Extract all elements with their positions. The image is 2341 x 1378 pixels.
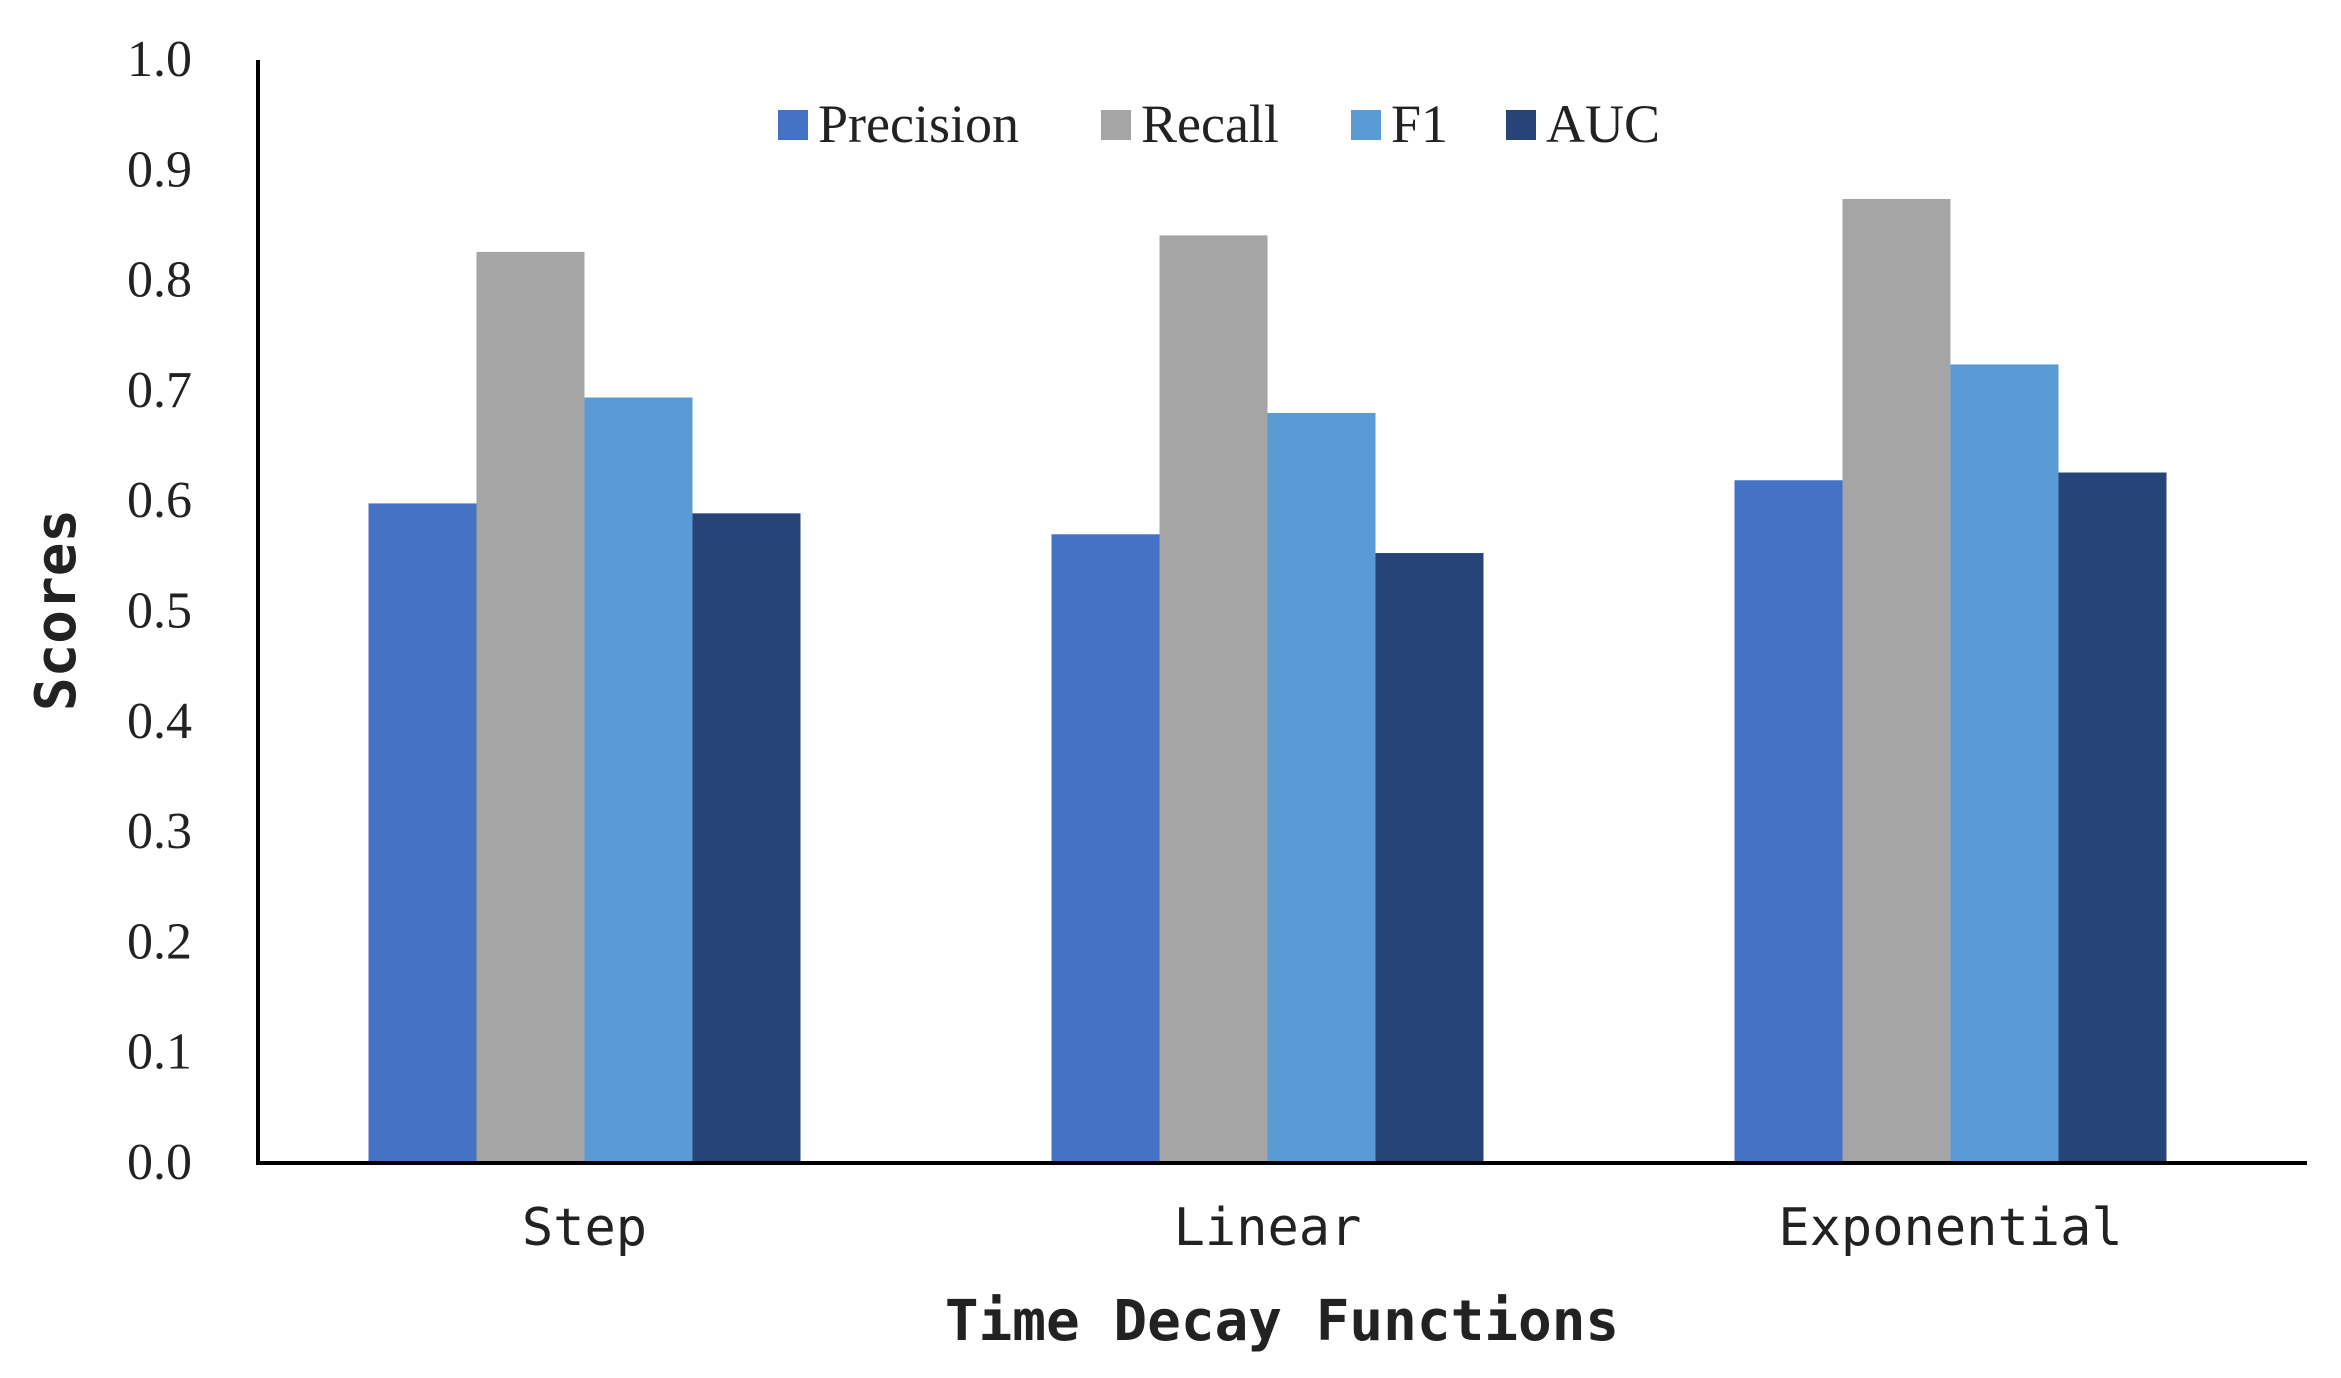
bar-recall-linear [1159, 235, 1268, 1163]
y-tick-label: 1.0 [127, 31, 192, 88]
bar-f1-linear [1267, 412, 1376, 1164]
legend-swatch-auc [1506, 110, 1536, 140]
legend-swatch-recall [1101, 110, 1131, 140]
bar-auc-step [692, 513, 801, 1163]
bar-recall-exponential [1842, 198, 1951, 1163]
bar-recall-step [476, 251, 585, 1163]
bar-series-group [368, 198, 2167, 1164]
y-tick-label: 0.7 [127, 362, 192, 419]
bar-f1-exponential [1950, 364, 2059, 1164]
y-tick-label: 0.9 [127, 141, 192, 198]
bar-precision-step [368, 503, 477, 1163]
legend: Precision Recall F1 AUC [778, 94, 1660, 154]
legend-label-f1: F1 [1391, 94, 1448, 154]
legend-label-auc: AUC [1546, 94, 1660, 154]
y-tick-label: 0.6 [127, 472, 192, 529]
y-tick-label: 0.8 [127, 252, 192, 309]
bar-precision-exponential [1734, 480, 1843, 1163]
y-axis-label: Scores [24, 509, 89, 711]
y-tick-label: 0.3 [127, 803, 192, 860]
x-axis-label: Time Decay Functions [945, 1289, 1619, 1354]
legend-label-recall: Recall [1141, 94, 1279, 154]
x-tick-label: Exponential [1778, 1198, 2122, 1258]
y-tick-label: 0.4 [127, 693, 192, 750]
y-tick-label: 0.5 [127, 583, 192, 640]
y-tick-label: 0.0 [127, 1134, 192, 1191]
bar-auc-linear [1375, 553, 1484, 1163]
bar-f1-step [584, 397, 693, 1163]
bar-auc-exponential [2058, 472, 2167, 1164]
legend-label-precision: Precision [818, 94, 1019, 154]
x-tick-label: Linear [1174, 1198, 1362, 1258]
y-tick-label: 0.2 [127, 913, 192, 970]
legend-swatch-precision [778, 110, 808, 140]
legend-swatch-f1 [1351, 110, 1381, 140]
y-axis-ticks: 0.0 0.1 0.2 0.3 0.4 0.5 0.6 0.7 0.8 0.9 1.0 [127, 31, 192, 1191]
y-tick-label: 0.1 [127, 1024, 192, 1081]
x-tick-label: Step [522, 1198, 647, 1258]
x-axis-ticks: Step Linear Exponential [522, 1198, 2123, 1258]
bar-precision-linear [1051, 534, 1160, 1163]
